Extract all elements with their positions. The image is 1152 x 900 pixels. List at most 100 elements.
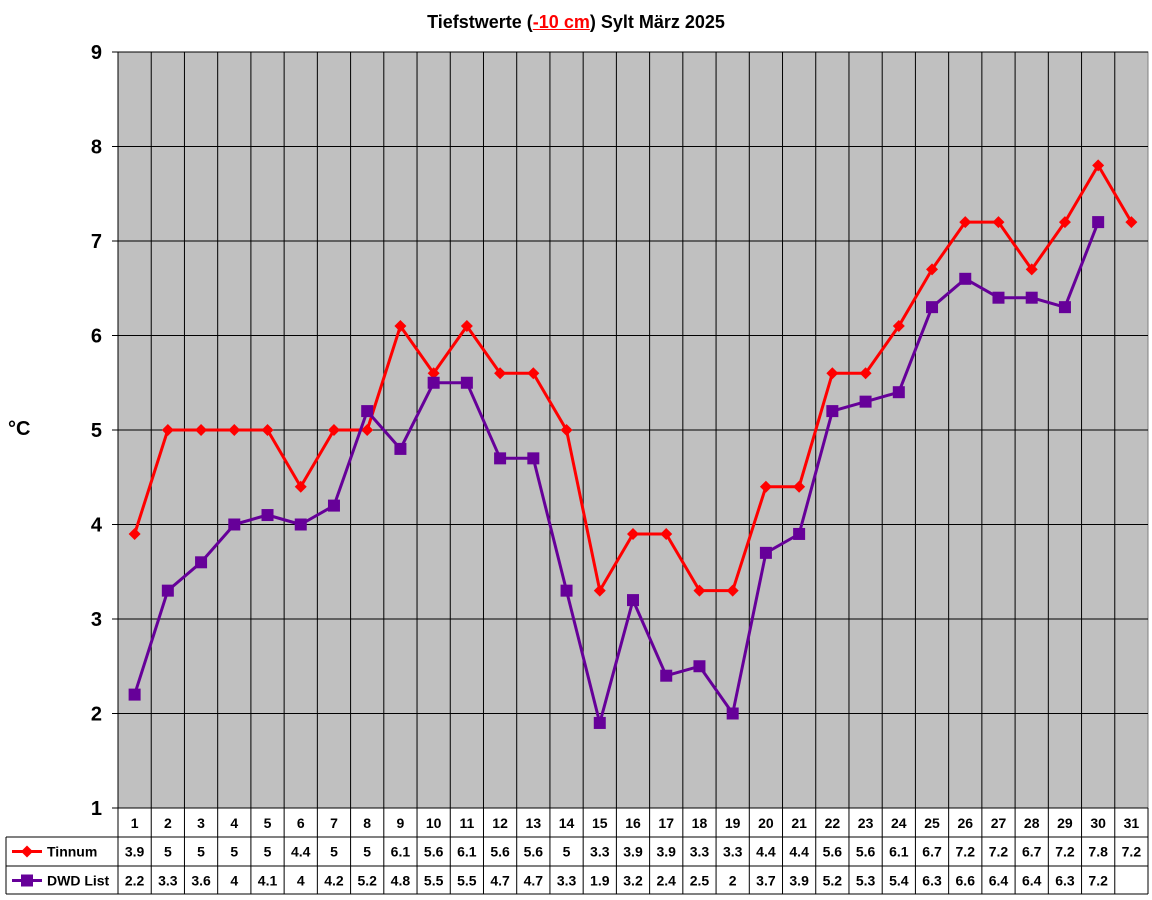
x-tick-label: 14 bbox=[559, 815, 575, 831]
table-value-dwd-list: 5.2 bbox=[823, 873, 843, 889]
point-dwd-list bbox=[1092, 216, 1105, 229]
point-tinnum bbox=[427, 367, 440, 380]
x-tick-label: 4 bbox=[230, 815, 238, 831]
y-axis-label: °C bbox=[8, 418, 31, 440]
title-prefix: Tiefstwerte ( bbox=[427, 12, 533, 32]
point-tinnum bbox=[560, 424, 573, 436]
point-tinnum bbox=[726, 584, 739, 597]
point-dwd-list bbox=[693, 660, 706, 673]
y-tick-label: 6 bbox=[91, 326, 102, 348]
table-value-tinnum: 4.4 bbox=[291, 844, 311, 860]
x-tick-label: 31 bbox=[1124, 815, 1140, 831]
table-value-tinnum: 6.1 bbox=[391, 844, 411, 860]
y-tick-label: 8 bbox=[91, 137, 102, 159]
point-tinnum bbox=[759, 480, 772, 493]
table-value-tinnum: 5.6 bbox=[490, 844, 510, 860]
table-value-dwd-list: 4.1 bbox=[258, 873, 278, 889]
point-dwd-list bbox=[394, 442, 407, 455]
y-tick-label: 2 bbox=[91, 704, 102, 726]
point-dwd-list bbox=[759, 546, 772, 559]
title-highlight: -10 cm bbox=[532, 12, 590, 32]
x-tick-label: 22 bbox=[825, 815, 841, 831]
x-tick-label: 7 bbox=[330, 815, 338, 831]
table-value-tinnum: 5 bbox=[264, 844, 272, 860]
x-tick-label: 17 bbox=[658, 815, 674, 831]
table-value-tinnum: 4.4 bbox=[756, 844, 776, 860]
table-value-dwd-list: 2 bbox=[729, 873, 737, 889]
table-value-dwd-list: 6.3 bbox=[922, 873, 942, 889]
table-value-tinnum: 5 bbox=[563, 844, 571, 860]
table-value-dwd-list: 2.2 bbox=[125, 873, 145, 889]
table-value-dwd-list: 2.4 bbox=[656, 873, 676, 889]
point-dwd-list bbox=[726, 707, 739, 720]
x-tick-label: 3 bbox=[197, 815, 205, 831]
x-tick-label: 30 bbox=[1090, 815, 1106, 831]
table-value-tinnum: 5 bbox=[363, 844, 371, 860]
point-dwd-list bbox=[494, 452, 507, 465]
x-tick-label: 28 bbox=[1024, 815, 1040, 831]
x-tick-label: 13 bbox=[526, 815, 542, 831]
point-dwd-list bbox=[593, 716, 606, 729]
table-value-tinnum: 3.9 bbox=[125, 844, 145, 860]
legend-key-marker-tinnum bbox=[21, 845, 33, 858]
point-dwd-list bbox=[294, 518, 307, 531]
point-tinnum bbox=[826, 367, 839, 380]
x-tick-label: 2 bbox=[164, 815, 172, 831]
table-value-tinnum: 7.2 bbox=[956, 844, 976, 860]
point-dwd-list bbox=[859, 395, 872, 408]
point-dwd-list bbox=[959, 272, 972, 285]
point-tinnum bbox=[1092, 159, 1105, 172]
point-tinnum bbox=[294, 480, 307, 493]
x-tick-label: 9 bbox=[397, 815, 405, 831]
point-tinnum bbox=[926, 263, 939, 276]
x-tick-label: 19 bbox=[725, 815, 741, 831]
table-value-tinnum: 5 bbox=[164, 844, 172, 860]
table-value-dwd-list: 3.2 bbox=[623, 873, 643, 889]
point-dwd-list bbox=[560, 584, 573, 597]
point-tinnum bbox=[992, 216, 1005, 229]
table-value-dwd-list: 6.3 bbox=[1055, 873, 1075, 889]
point-dwd-list bbox=[660, 669, 673, 682]
x-tick-label: 23 bbox=[858, 815, 874, 831]
point-tinnum bbox=[161, 424, 174, 436]
table-value-tinnum: 7.2 bbox=[1055, 844, 1075, 860]
table-value-dwd-list: 5.4 bbox=[889, 873, 909, 889]
table-value-dwd-list: 5.5 bbox=[424, 873, 444, 889]
point-dwd-list bbox=[361, 405, 374, 418]
table-value-dwd-list: 6.4 bbox=[989, 873, 1009, 889]
point-tinnum bbox=[527, 367, 540, 380]
table-value-tinnum: 6.7 bbox=[922, 844, 942, 860]
point-tinnum bbox=[859, 367, 872, 380]
table-value-tinnum: 7.8 bbox=[1088, 844, 1108, 860]
table-value-tinnum: 5.6 bbox=[823, 844, 843, 860]
point-tinnum bbox=[460, 320, 473, 333]
point-tinnum bbox=[693, 584, 706, 597]
point-dwd-list bbox=[926, 301, 939, 314]
point-dwd-list bbox=[195, 556, 208, 569]
table-value-dwd-list: 7.2 bbox=[1088, 873, 1108, 889]
point-dwd-list bbox=[128, 688, 141, 701]
table-value-tinnum: 7.2 bbox=[989, 844, 1009, 860]
point-tinnum bbox=[261, 424, 274, 436]
point-tinnum bbox=[627, 527, 639, 540]
point-tinnum bbox=[327, 424, 340, 436]
point-tinnum bbox=[593, 584, 606, 597]
y-tick-label: 9 bbox=[91, 42, 102, 64]
x-tick-label: 20 bbox=[758, 815, 774, 831]
table-value-dwd-list: 5.2 bbox=[357, 873, 377, 889]
x-tick-label: 18 bbox=[692, 815, 708, 831]
table-value-tinnum: 5 bbox=[197, 844, 205, 860]
table-value-dwd-list: 3.6 bbox=[191, 873, 211, 889]
point-tinnum bbox=[1125, 216, 1138, 229]
table-value-dwd-list: 3.7 bbox=[756, 873, 776, 889]
point-tinnum bbox=[1025, 263, 1038, 276]
table-value-tinnum: 7.2 bbox=[1122, 844, 1142, 860]
point-dwd-list bbox=[228, 518, 241, 531]
table-value-dwd-list: 4.7 bbox=[524, 873, 544, 889]
x-tick-label: 6 bbox=[297, 815, 305, 831]
point-tinnum bbox=[660, 527, 673, 540]
table-value-tinnum: 5.6 bbox=[524, 844, 544, 860]
x-tick-label: 26 bbox=[957, 815, 973, 831]
point-dwd-list bbox=[161, 584, 174, 597]
x-tick-label: 24 bbox=[891, 815, 907, 831]
